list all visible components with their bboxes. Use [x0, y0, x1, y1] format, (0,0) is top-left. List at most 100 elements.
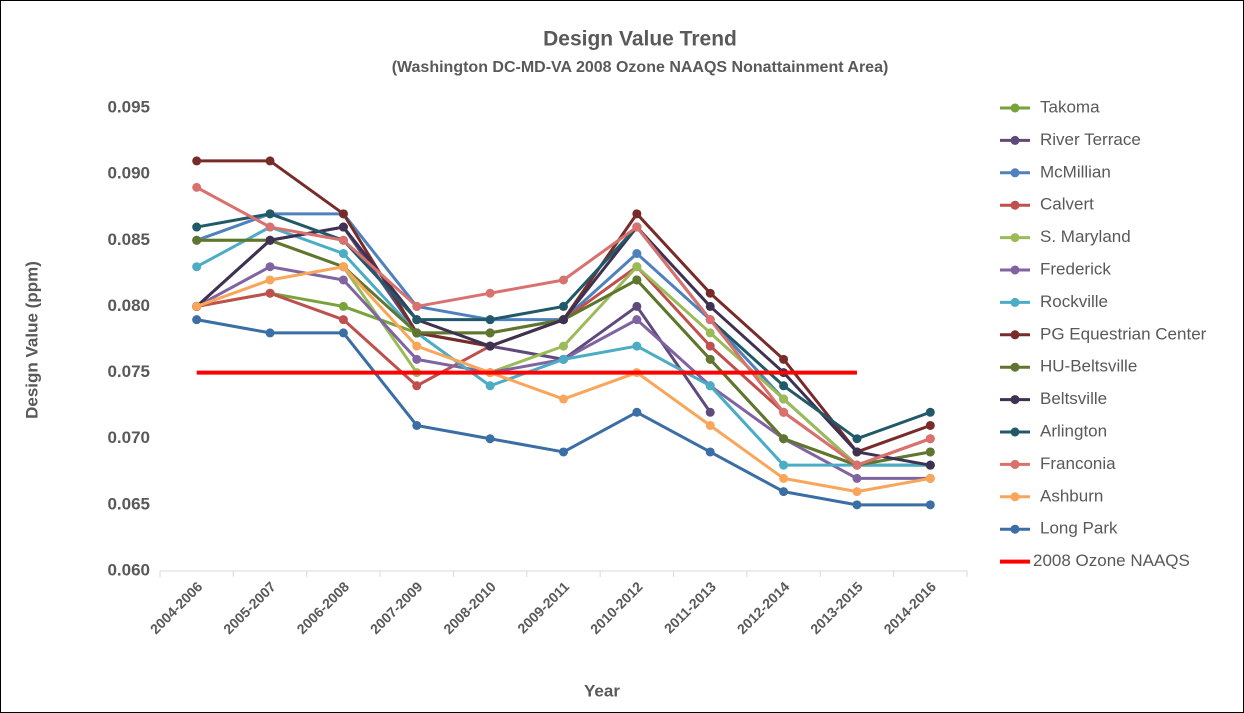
y-tick-label: 0.080: [107, 296, 150, 315]
data-point: [338, 328, 348, 338]
data-point: [265, 275, 275, 285]
data-point: [338, 301, 348, 311]
y-tick-label: 0.065: [107, 494, 150, 513]
y-tick-label: 0.075: [107, 362, 150, 381]
data-point: [779, 394, 789, 404]
data-point: [338, 262, 348, 272]
data-point: [852, 434, 862, 444]
data-point: [192, 182, 202, 192]
legend-label: S. Maryland: [1040, 227, 1131, 246]
data-point: [412, 341, 422, 351]
legend-marker: [1010, 330, 1020, 340]
legend-marker: [1010, 297, 1020, 307]
data-point: [412, 354, 422, 364]
y-tick-label: 0.090: [107, 164, 150, 183]
data-point: [705, 328, 715, 338]
data-point: [265, 209, 275, 219]
data-point: [632, 341, 642, 351]
data-point: [192, 301, 202, 311]
legend-label: Rockville: [1040, 292, 1108, 311]
data-point: [265, 235, 275, 245]
data-point: [925, 500, 935, 510]
legend-label: Takoma: [1040, 97, 1100, 116]
data-point: [779, 434, 789, 444]
legend-marker: [1010, 168, 1020, 178]
y-tick-label: 0.095: [107, 97, 150, 116]
chart-subtitle: (Washington DC-MD-VA 2008 Ozone NAAQS No…: [392, 59, 889, 76]
data-point: [192, 156, 202, 166]
data-point: [705, 447, 715, 457]
legend-marker: [1010, 524, 1020, 534]
data-point: [338, 209, 348, 219]
data-point: [632, 275, 642, 285]
data-point: [412, 381, 422, 391]
data-point: [559, 354, 568, 364]
data-point: [632, 262, 642, 272]
data-point: [705, 288, 715, 298]
data-point: [265, 156, 275, 166]
data-point: [559, 315, 568, 325]
legend-marker: [1010, 427, 1020, 437]
legend-label: Ashburn: [1040, 486, 1103, 505]
data-point: [852, 487, 862, 497]
legend-marker: [1010, 103, 1020, 113]
data-point: [852, 500, 862, 510]
data-point: [925, 460, 935, 470]
data-point: [265, 222, 275, 232]
legend-label: Frederick: [1040, 259, 1111, 278]
data-point: [338, 235, 348, 245]
legend-label: PG Equestrian Center: [1040, 324, 1207, 343]
data-point: [632, 209, 642, 219]
data-point: [632, 315, 642, 325]
data-point: [485, 315, 495, 325]
data-point: [559, 275, 568, 285]
data-point: [705, 315, 715, 325]
data-point: [412, 328, 422, 338]
data-point: [485, 328, 495, 338]
data-point: [559, 394, 568, 404]
legend-marker: [1010, 135, 1020, 145]
chart-title: Design Value Trend: [543, 28, 737, 51]
x-axis-label: Year: [584, 681, 620, 700]
data-point: [632, 301, 642, 311]
data-point: [412, 301, 422, 311]
legend-label: HU-Beltsville: [1040, 357, 1137, 376]
legend-label: River Terrace: [1040, 130, 1141, 149]
legend-label: Long Park: [1040, 519, 1118, 538]
data-point: [632, 249, 642, 259]
data-point: [192, 222, 202, 232]
data-point: [925, 434, 935, 444]
data-point: [192, 262, 202, 272]
legend-label: Franconia: [1040, 454, 1116, 473]
data-point: [485, 341, 495, 351]
data-point: [412, 420, 422, 430]
y-tick-label: 0.070: [107, 428, 150, 447]
data-point: [338, 315, 348, 325]
legend-marker: [1010, 395, 1020, 405]
legend-marker: [1010, 362, 1020, 372]
legend-label: Beltsville: [1040, 389, 1107, 408]
data-point: [412, 315, 422, 325]
data-point: [852, 447, 862, 457]
y-tick-label: 0.085: [107, 230, 150, 249]
data-point: [192, 235, 202, 245]
data-point: [705, 381, 715, 391]
data-point: [338, 275, 348, 285]
data-point: [632, 407, 642, 417]
legend-marker: [1010, 233, 1020, 243]
data-point: [632, 222, 642, 232]
data-point: [925, 447, 935, 457]
data-point: [559, 341, 568, 351]
legend-marker: [1010, 492, 1020, 502]
data-point: [265, 262, 275, 272]
data-point: [705, 420, 715, 430]
data-point: [338, 249, 348, 259]
data-point: [779, 407, 789, 417]
data-point: [779, 473, 789, 483]
data-point: [925, 407, 935, 417]
data-point: [779, 460, 789, 470]
data-point: [192, 315, 202, 325]
legend-marker: [1010, 265, 1020, 275]
y-tick-label: 0.060: [107, 560, 150, 579]
